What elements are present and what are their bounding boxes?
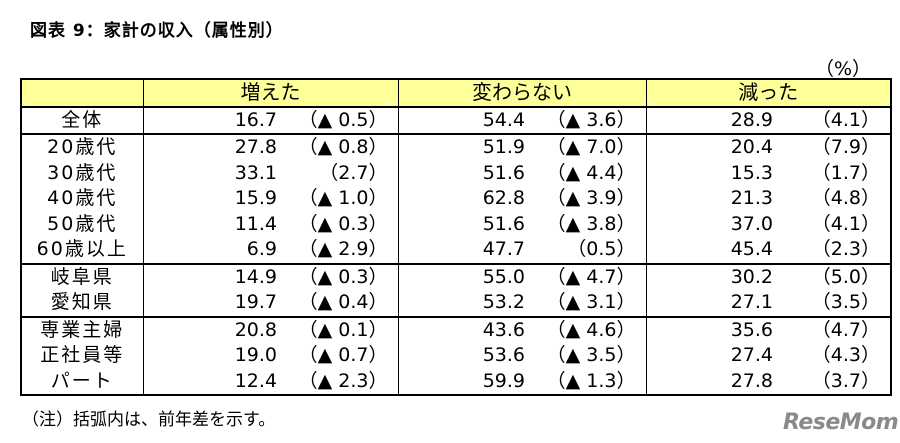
- row-label: パート: [20, 368, 144, 396]
- unchanged-value: 51.6: [482, 161, 525, 184]
- decreased-value: 28.9: [646, 106, 779, 135]
- decreased-value: 27.4: [730, 344, 773, 367]
- row-label: 50歳代: [20, 211, 144, 237]
- decreased-value: 27.8: [646, 368, 779, 396]
- increased-value: 14.9: [234, 265, 277, 288]
- table-row: 正社員等 19.0 （▲ 0.7） 53.6 （▲ 3.5） 27.4 （4.3）: [20, 343, 892, 369]
- decreased-change: （7.9）: [779, 134, 892, 161]
- decreased-change: （4.1）: [779, 106, 892, 135]
- table-row: 岐阜県 14.9 （▲ 0.3） 55.0 （▲ 4.7） 30.2 （5.0）: [20, 263, 892, 290]
- unchanged-change: （▲ 7.0）: [531, 134, 647, 161]
- unchanged-change: （▲ 3.5）: [531, 343, 647, 369]
- column-header-unchanged: 変わらない: [397, 78, 646, 108]
- decreased-change: （2.3）: [779, 237, 892, 265]
- column-header-increased: 増えた: [142, 78, 398, 108]
- increased-value: 6.9: [143, 237, 283, 265]
- unchanged-value: 43.6: [482, 318, 525, 341]
- unchanged-change: （▲ 4.7）: [531, 263, 647, 290]
- row-label: 専業主婦: [20, 316, 144, 343]
- table-row: 30歳代 33.1 （2.7） 51.6 （▲ 4.4） 15.3 （1.7）: [20, 160, 892, 186]
- footnote: （注）括弧内は、前年差を示す。: [22, 410, 276, 430]
- row-label: 岐阜県: [20, 263, 144, 290]
- increased-value: 16.7: [143, 106, 283, 135]
- decreased-change: （4.8）: [779, 186, 892, 212]
- decreased-value: 20.4: [730, 136, 773, 159]
- increased-change: （▲ 2.9）: [283, 237, 399, 265]
- decreased-change: （4.7）: [779, 316, 892, 343]
- unchanged-value: 62.8: [482, 187, 525, 210]
- unchanged-change: （▲ 3.1）: [531, 290, 647, 318]
- unchanged-value: 54.4: [398, 106, 531, 135]
- unchanged-change: （0.5）: [531, 237, 647, 265]
- unchanged-value: 53.6: [482, 344, 525, 367]
- increased-change: （▲ 1.0）: [283, 186, 399, 212]
- decreased-change: （1.7）: [779, 160, 892, 186]
- unchanged-value: 55.0: [482, 265, 525, 288]
- table-row: 愛知県 19.7 （▲ 0.4） 53.2 （▲ 3.1） 27.1 （3.5）: [20, 290, 892, 318]
- decreased-change: （4.3）: [779, 343, 892, 369]
- decreased-value: 35.6: [730, 318, 773, 341]
- row-label: 全体: [20, 106, 144, 135]
- unchanged-change: （▲ 4.4）: [531, 160, 647, 186]
- increased-value: 33.1: [234, 161, 277, 184]
- header-corner: [20, 78, 143, 108]
- decreased-value: 30.2: [730, 265, 773, 288]
- increased-change: （▲ 0.7）: [283, 343, 399, 369]
- increased-value: 11.4: [234, 212, 277, 235]
- table-row: パート 12.4 （▲ 2.3） 59.9 （▲ 1.3） 27.8 （3.7）: [20, 368, 892, 396]
- increased-change: （▲ 0.4）: [283, 290, 399, 318]
- table-row: 専業主婦 20.8 （▲ 0.1） 43.6 （▲ 4.6） 35.6 （4.7）: [20, 316, 892, 343]
- table-row: 60歳以上 6.9 （▲ 2.9） 47.7 （0.5） 45.4 （2.3）: [20, 237, 892, 265]
- table-row: 50歳代 11.4 （▲ 0.3） 51.6 （▲ 3.8） 37.0 （4.1）: [20, 211, 892, 237]
- unchanged-value: 59.9: [398, 368, 531, 396]
- unchanged-value: 51.9: [482, 136, 525, 159]
- table-row: 20歳代 27.8 （▲ 0.8） 51.9 （▲ 7.0） 20.4 （7.9）: [20, 134, 892, 161]
- data-table: 増えた 変わらない 減った 全体 16.7 （▲ 0.5） 54.4 （▲ 3.6） 28…: [20, 78, 892, 396]
- increased-value: 20.8: [234, 318, 277, 341]
- unchanged-value: 47.7: [398, 237, 531, 265]
- increased-change: （▲ 0.5）: [283, 106, 399, 135]
- table-title: 図表 9：家計の収入（属性別）: [30, 21, 284, 41]
- row-label: 30歳代: [20, 160, 144, 186]
- decreased-value: 45.4: [646, 237, 779, 265]
- decreased-change: （4.1）: [779, 211, 892, 237]
- unit-label: （%）: [815, 58, 872, 80]
- table-row: 全体 16.7 （▲ 0.5） 54.4 （▲ 3.6） 28.9 （4.1）: [20, 106, 892, 135]
- decreased-change: （5.0）: [779, 263, 892, 290]
- unchanged-change: （▲ 4.6）: [531, 316, 647, 343]
- increased-change: （2.7）: [283, 160, 399, 186]
- increased-change: （▲ 0.8）: [283, 134, 399, 161]
- increased-value: 27.8: [234, 136, 277, 159]
- header-row: 増えた 変わらない 減った: [20, 78, 892, 108]
- unchanged-change: （▲ 3.9）: [531, 186, 647, 212]
- row-label: 60歳以上: [20, 237, 144, 265]
- row-label: 20歳代: [20, 134, 144, 161]
- decreased-change: （3.5）: [779, 290, 892, 318]
- row-label: 正社員等: [20, 343, 144, 369]
- row-label: 愛知県: [20, 290, 144, 318]
- unchanged-change: （▲ 1.3）: [531, 368, 647, 396]
- increased-change: （▲ 2.3）: [283, 368, 399, 396]
- table-row: 40歳代 15.9 （▲ 1.0） 62.8 （▲ 3.9） 21.3 （4.8）: [20, 186, 892, 212]
- decreased-value: 21.3: [730, 187, 773, 210]
- increased-value: 15.9: [234, 187, 277, 210]
- increased-change: （▲ 0.1）: [283, 316, 399, 343]
- unchanged-value: 51.6: [482, 212, 525, 235]
- increased-value: 19.7: [143, 290, 283, 318]
- decreased-value: 27.1: [646, 290, 779, 318]
- increased-change: （▲ 0.3）: [283, 263, 399, 290]
- decreased-value: 15.3: [730, 161, 773, 184]
- increased-value: 12.4: [143, 368, 283, 396]
- unchanged-change: （▲ 3.6）: [531, 106, 647, 135]
- resemom-logo: ReseMom: [783, 410, 899, 435]
- column-header-decreased: 減った: [645, 78, 892, 108]
- decreased-value: 37.0: [730, 212, 773, 235]
- unchanged-value: 53.2: [398, 290, 531, 318]
- unchanged-change: （▲ 3.8）: [531, 211, 647, 237]
- increased-value: 19.0: [234, 344, 277, 367]
- decreased-change: （3.7）: [779, 368, 892, 396]
- row-label: 40歳代: [20, 186, 144, 212]
- increased-change: （▲ 0.3）: [283, 211, 399, 237]
